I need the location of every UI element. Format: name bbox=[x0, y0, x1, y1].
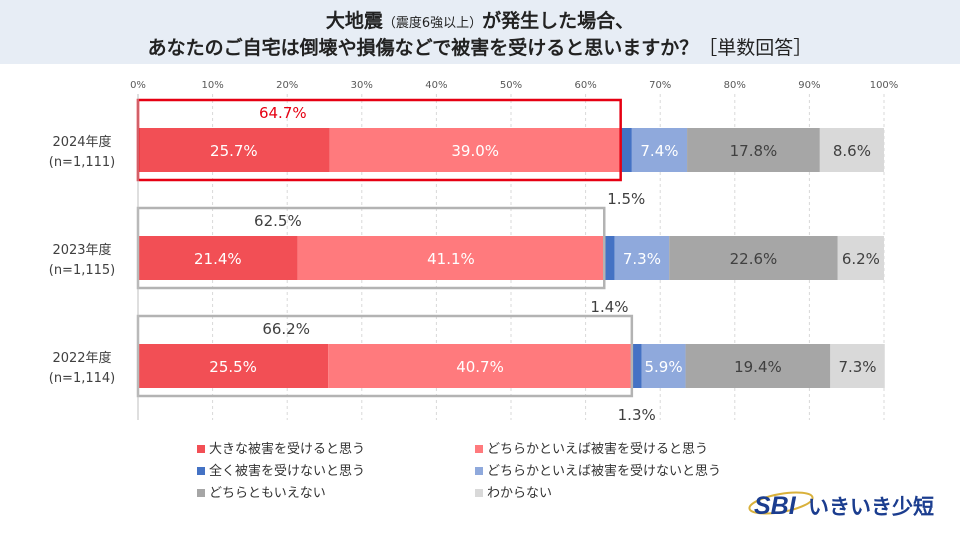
logo-mark: SBI bbox=[754, 492, 797, 520]
row-label-year: 2024年度 bbox=[52, 134, 111, 150]
data-label: 7.3% bbox=[838, 358, 876, 376]
logo-swoosh bbox=[748, 491, 814, 515]
bar-segment bbox=[328, 344, 632, 388]
data-label: 7.3% bbox=[623, 250, 661, 268]
bar-segment bbox=[830, 344, 885, 388]
title-band bbox=[0, 0, 960, 64]
legend-swatch bbox=[197, 488, 205, 497]
legend-swatch bbox=[197, 444, 205, 453]
stacked-bar-chart: 0% 10% 20% 30% 40% 50% 60% 70% 80% 90% 100% 2024年度 (… bbox=[0, 64, 960, 540]
row-label-year: 2023年度 bbox=[52, 242, 111, 258]
x-tick-label: 70% bbox=[649, 80, 671, 91]
data-label-small: 1.3% bbox=[618, 406, 656, 424]
bar-segment bbox=[329, 128, 621, 172]
x-tick-label: 100% bbox=[870, 80, 899, 91]
x-tick-label: 30% bbox=[351, 80, 373, 91]
x-tick-label: 80% bbox=[724, 80, 746, 91]
bar-segment bbox=[614, 236, 670, 280]
bar-segment bbox=[138, 128, 330, 172]
bar-segment bbox=[620, 128, 632, 172]
legend-swatch bbox=[475, 444, 483, 453]
bar-segment bbox=[837, 236, 884, 280]
chart-title-line2: あなたのご自宅は倒壊や損傷などで被害を受けると思いますか？［単数回答］ bbox=[147, 37, 813, 59]
logo-name: いきいき少短 bbox=[808, 495, 934, 519]
data-label: 40.7% bbox=[456, 358, 504, 376]
bar-segment bbox=[685, 344, 831, 388]
company-logo: SBI いきいき少短 bbox=[748, 491, 934, 520]
x-tick-label: 0% bbox=[130, 80, 146, 91]
data-label: 22.6% bbox=[730, 250, 778, 268]
bar-segment bbox=[669, 236, 838, 280]
legend-swatch bbox=[475, 466, 483, 475]
chart-title-line1: 大地震（震度6強以上）が発生した場合、 bbox=[325, 10, 635, 32]
bar-segment bbox=[297, 236, 605, 280]
legend-item-2: どちらかといえば被害を受けると思う bbox=[475, 438, 708, 457]
chart-canvas: 0% 10% 20% 30% 40% 50% 60% 70% 80% 90% 100% 2024年度 (… bbox=[49, 80, 899, 424]
legend-item-5: どちらともいえない bbox=[197, 482, 326, 501]
x-tick-label: 10% bbox=[201, 80, 223, 91]
bar-segment bbox=[819, 128, 884, 172]
data-label: 19.4% bbox=[734, 358, 782, 376]
bar-segment bbox=[138, 236, 298, 280]
data-label: 25.5% bbox=[209, 358, 257, 376]
x-tick-label: 90% bbox=[798, 80, 820, 91]
legend-item-6: わからない bbox=[475, 482, 552, 501]
bar-segment bbox=[687, 128, 820, 172]
data-label: 8.6% bbox=[833, 142, 871, 160]
bar-segment bbox=[138, 344, 329, 388]
data-label-small: 1.5% bbox=[607, 190, 645, 208]
data-label: 5.9% bbox=[645, 358, 683, 376]
x-tick-label: 20% bbox=[276, 80, 298, 91]
row-label-n: (n=1,114) bbox=[49, 371, 116, 386]
row-label-n: (n=1,111) bbox=[49, 155, 116, 170]
total-label: 64.7% bbox=[259, 104, 307, 122]
row-label-n: (n=1,115) bbox=[49, 263, 116, 278]
x-tick-label: 50% bbox=[500, 80, 522, 91]
legend-swatch bbox=[197, 466, 205, 475]
bar-segment bbox=[604, 236, 615, 280]
total-label: 66.2% bbox=[262, 320, 310, 338]
data-label: 6.2% bbox=[842, 250, 880, 268]
data-label: 41.1% bbox=[427, 250, 475, 268]
x-tick-label: 60% bbox=[574, 80, 596, 91]
data-label-small: 1.4% bbox=[590, 298, 628, 316]
legend-swatch bbox=[475, 488, 483, 497]
data-label: 39.0% bbox=[451, 142, 499, 160]
bar-segment bbox=[631, 128, 688, 172]
legend-item-4: どちらかといえば被害を受けないと思う bbox=[475, 460, 721, 479]
data-label: 21.4% bbox=[194, 250, 242, 268]
total-label: 62.5% bbox=[254, 212, 302, 230]
legend-item-1: 大きな被害を受けると思う bbox=[197, 438, 365, 457]
x-tick-label: 40% bbox=[425, 80, 447, 91]
bar-segment bbox=[641, 344, 686, 388]
row-label-year: 2022年度 bbox=[52, 350, 111, 366]
data-label: 25.7% bbox=[210, 142, 258, 160]
data-label: 7.4% bbox=[640, 142, 678, 160]
data-label: 17.8% bbox=[730, 142, 778, 160]
bar-segment bbox=[631, 344, 642, 388]
legend-item-3: 全く被害を受けないと思う bbox=[197, 460, 365, 479]
